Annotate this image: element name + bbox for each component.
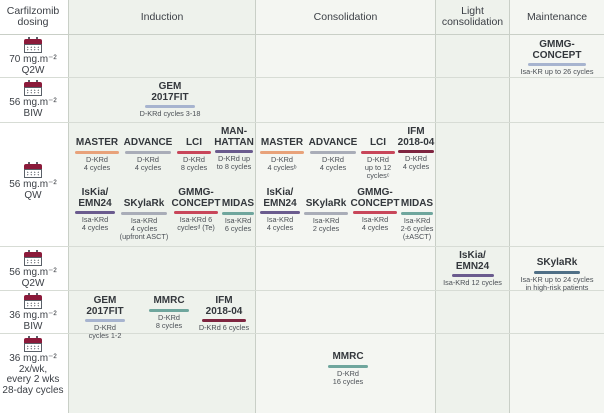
trial-bar (353, 211, 397, 214)
trial-bar (215, 150, 253, 153)
trial-skylark-maintenance: SKylaRk Isa-KR up to 24 cycles in high-r… (520, 257, 594, 292)
trial-bar (149, 308, 189, 312)
dose-schedule: Q2W (21, 277, 45, 289)
trial-bar (260, 150, 304, 154)
calendar-icon (24, 250, 42, 266)
trial-master-consolidation: MASTER D-KRd 4 cyclesᵇ (260, 137, 304, 172)
trial-bar (85, 319, 125, 322)
trial-bar (260, 211, 300, 214)
header-maintenance: Maintenance (526, 10, 588, 23)
trial-gem-2017fit-36: GEM 2017FIT D-KRd cycles 1-2 (85, 295, 125, 341)
trial-bar (528, 63, 586, 66)
row-separator-2 (0, 122, 604, 123)
trial-bar (202, 319, 246, 322)
trial-gmmg-concept-maintenance: GMMG- CONCEPT Isa-KR up to 26 cycles (520, 39, 594, 76)
trial-bar (451, 274, 494, 277)
header-induction: Induction (140, 10, 184, 23)
dose-schedule: BIW (23, 107, 43, 119)
trial-skylark-consolidation: SKylaRk Isa-KRd 2 cycles (304, 198, 348, 233)
dose-56-biw: 56 mg.m⁻² BIW (0, 80, 66, 119)
trial-bar (361, 150, 395, 154)
trial-gmmg-concept-consolidation: GMMG- CONCEPT Isa-KRd 4 cycles (350, 187, 400, 233)
header-dosing: Carfilzomib dosing (6, 5, 60, 28)
maintenance-column-bg (510, 0, 604, 413)
divider-induction (255, 0, 256, 413)
dose-amount: 56 mg.m⁻² (9, 267, 57, 278)
trial-bar (401, 211, 433, 215)
trial-iskia-consolidation: IsKia/ EMN24 Isa-KRd 4 cycles (257, 187, 303, 233)
trial-bar (304, 211, 348, 215)
trial-mmrc-consolidation: MMRC D-KRd 16 cycles (320, 351, 376, 386)
trial-iskia-light-consolidation: IsKia/ EMN24 Isa-KRd 12 cycles (443, 250, 502, 287)
trial-bar (75, 150, 119, 154)
trial-bar (398, 150, 434, 153)
row-separator-3 (0, 246, 604, 247)
trial-midas-induction: MIDAS Isa-KRd 6 cycles (221, 198, 255, 233)
trial-bar (174, 211, 218, 214)
dose-schedule-frequency: every 2 wks (6, 374, 60, 385)
dose-amount: 36 mg.m⁻² (9, 310, 57, 321)
calendar-icon (24, 293, 42, 309)
calendar-icon (24, 80, 42, 96)
dose-schedule: QW (24, 189, 42, 201)
header-light-consolidation: Light consolidation (441, 5, 504, 28)
header-consolidation: Consolidation (313, 10, 378, 23)
trial-bar (534, 270, 580, 274)
calendar-icon (24, 336, 42, 352)
trial-bar (125, 150, 171, 154)
calendar-icon (24, 37, 42, 53)
dose-schedule: 2x/wk, (18, 363, 48, 375)
induction-column-bg (69, 0, 255, 413)
trial-bar (121, 211, 167, 215)
trial-mmrc-induction: MMRC D-KRd 8 cycles (145, 295, 193, 330)
row-separator-4 (0, 290, 604, 291)
dose-schedule-cycles: 28-day cycles (2, 384, 64, 396)
trial-ifm-induction: IFM 2018-04 D-KRd 6 cycles (198, 295, 250, 332)
trial-gem-2017fit-biw: GEM 2017FIT D-KRd cycles 3-18 (139, 81, 201, 118)
dose-70-q2w: 70 mg.m⁻² Q2W (0, 37, 66, 76)
divider-dosing (68, 0, 69, 413)
trial-advance-consolidation: ADVANCE D-KRd 4 cycles (308, 137, 358, 172)
header-separator (0, 34, 604, 35)
dose-36-2xwk: 36 mg.m⁻² 2x/wk, every 2 wks 28-day cycl… (0, 336, 66, 396)
trial-lci-consolidation: LCI D-KRd up to 12 cyclesᶜ (358, 137, 398, 180)
trial-gmmg-concept-induction: GMMG- CONCEPT Isa-KRd 6 cyclesᵈ (Te) (171, 187, 221, 233)
trial-advance-induction: ADVANCE D-KRd 4 cycles (123, 137, 173, 172)
dose-56-qw: 56 mg.m⁻² QW (0, 162, 66, 201)
trial-manhattan-induction: MAN- HATTAN D-KRd up to 8 cycles (214, 126, 254, 172)
calendar-icon (24, 162, 42, 178)
trial-bar (75, 211, 115, 214)
trial-iskia-induction: IsKia/ EMN24 Isa-KRd 4 cycles (72, 187, 118, 233)
dose-56-q2w: 56 mg.m⁻² Q2W (0, 250, 66, 289)
trial-bar (222, 211, 254, 215)
trial-lci-induction: LCI D-KRd 8 cycles (174, 137, 214, 172)
trial-ifm-consolidation: IFM 2018-04 D-KRd 4 cycles (397, 126, 435, 172)
trial-master-induction: MASTER D-KRd 4 cycles (75, 137, 119, 172)
dose-schedule: Q2W (21, 64, 45, 76)
trial-bar (145, 105, 195, 108)
consolidation-column-bg (256, 0, 435, 413)
dose-schedule: BIW (23, 320, 43, 332)
dose-amount: 56 mg.m⁻² (9, 179, 57, 190)
dose-amount: 70 mg.m⁻² (9, 54, 57, 65)
trial-bar (310, 150, 356, 154)
dose-amount: 56 mg.m⁻² (9, 97, 57, 108)
trial-bar (328, 364, 368, 368)
trial-midas-consolidation: MIDAS Isa-KRd 2-6 cycles (±ASCT) (400, 198, 434, 242)
divider-consolidation (435, 0, 436, 413)
trial-skylark-induction: SKylaRk Isa-KRd 4 cycles (upfront ASCT) (119, 198, 169, 242)
dose-amount: 36 mg.m⁻² (9, 353, 57, 364)
row-separator-1 (0, 77, 604, 78)
divider-light (509, 0, 510, 413)
light-consolidation-column-bg (436, 0, 509, 413)
trial-bar (177, 150, 211, 154)
row-separator-5 (0, 333, 604, 334)
dose-36-biw: 36 mg.m⁻² BIW (0, 293, 66, 332)
